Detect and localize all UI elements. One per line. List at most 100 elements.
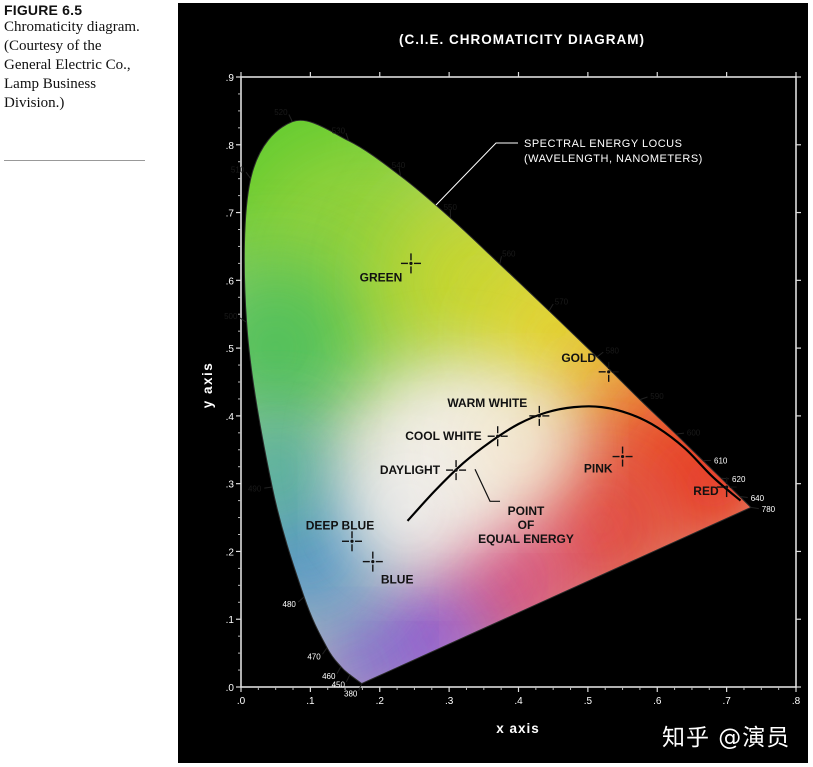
y-tick-label: .7 (226, 209, 235, 220)
point-label: GOLD (561, 351, 596, 365)
annotations: GREEN GOLD WARM WHITE COOL WHITE DAYLIGHT PIN… (306, 138, 719, 587)
marker-blue (362, 551, 383, 572)
wavelength-label: 470 (307, 653, 321, 662)
gamut-blob (318, 626, 399, 684)
color-gamut-fill (244, 120, 751, 684)
wavelength-tick (297, 596, 305, 603)
x-tick-label: .0 (237, 696, 246, 707)
point-label: DAYLIGHT (380, 463, 441, 477)
wavelength-label: 540 (392, 161, 406, 170)
crosshair-center (537, 414, 541, 418)
chart-title: (C.I.E. CHROMATICITY DIAGRAM) (399, 32, 645, 47)
marker-warm-white (529, 405, 550, 426)
caption-divider (4, 160, 145, 161)
wavelength-tick (264, 486, 273, 489)
marker-pink (612, 446, 633, 467)
wavelength-tick (739, 496, 748, 498)
y-tick-label: .4 (226, 412, 235, 423)
axes: .0 .1 .2 .3 .4 .5 .6 .7 .8 .0 .1 .2 .3 .4 .5 .6 .7 .8 .9 (226, 72, 801, 707)
gamut-blob (352, 455, 463, 566)
crosshair-center (371, 560, 375, 564)
y-tick-label: .6 (226, 276, 235, 287)
wavelength-label: 490 (248, 484, 262, 493)
wavelength-label: 570 (555, 297, 569, 306)
point-label: RED (693, 484, 719, 498)
wavelength-tick (345, 674, 351, 683)
wavelength-label: 380 (344, 690, 358, 699)
point-label: COOL WHITE (405, 429, 481, 443)
watermark: 知乎 @演员 (662, 725, 791, 751)
wavelength-label: 600 (687, 429, 701, 438)
wavelength-label: 510 (231, 166, 245, 175)
x-tick-label: .7 (722, 696, 731, 707)
wavelength-tick (245, 171, 252, 179)
x-tick-label: .2 (376, 696, 385, 707)
equal-energy-label: OF (518, 518, 535, 532)
equal-energy-leader (474, 469, 501, 502)
locus-label: SPECTRAL ENERGY LOCUS (524, 138, 682, 150)
blackbody-curve (406, 405, 742, 522)
crosshair-center (409, 261, 413, 265)
wavelength-tick (345, 132, 350, 141)
gamut-blob (244, 258, 366, 439)
wavelength-label: 640 (751, 494, 765, 503)
locus-leader (435, 142, 518, 206)
x-tick-label: .6 (653, 696, 662, 707)
point-label: PINK (584, 462, 613, 476)
x-tick-label: .4 (514, 696, 523, 707)
x-tick-label: .1 (306, 696, 315, 707)
marker-red (716, 477, 737, 498)
equal-energy-label: POINT (508, 504, 545, 518)
spectral-locus-outline (243, 119, 752, 685)
wavelength-label: 590 (650, 392, 664, 401)
wavelength-label: 520 (274, 108, 288, 117)
point-label: WARM WHITE (447, 396, 527, 410)
y-tick-label: .5 (226, 344, 235, 355)
wavelength-tick (548, 303, 554, 312)
figure-caption: FIGURE 6.5 Chromaticity diagram. (Courte… (4, 2, 146, 113)
point-label: GREEN (360, 270, 403, 284)
wavelength-label: 580 (606, 346, 620, 355)
y-tick-label: .8 (226, 141, 235, 152)
x-tick-label: .8 (792, 696, 801, 707)
wavelength-tick (499, 256, 502, 265)
gamut-blob (244, 410, 336, 531)
wavelength-label: 480 (283, 600, 297, 609)
wavelength-label: 780 (762, 505, 776, 514)
point-label: DEEP BLUE (306, 518, 374, 532)
wavelength-tick (750, 506, 759, 510)
wavelength-label: 620 (732, 475, 746, 484)
crosshair-center (725, 485, 729, 489)
marker-gold (598, 361, 619, 382)
wavelength-tick (288, 114, 293, 122)
marker-daylight (446, 460, 467, 481)
marker-green (400, 253, 421, 274)
wavelength-tick (239, 317, 247, 323)
equal-energy-label: EQUAL ENERGY (478, 532, 574, 546)
wavelength-tick (336, 666, 342, 674)
crosshair-center (496, 434, 500, 438)
wavelength-label: 500 (224, 312, 238, 321)
y-tick-label: .2 (226, 547, 235, 558)
y-tick-label: .0 (226, 683, 235, 694)
caption-text: Chromaticity diagram. (Courtesy of the G… (4, 19, 140, 111)
x-axis-label: x axis (496, 721, 540, 736)
wavelength-label: 530 (332, 126, 346, 135)
wavelength-label: 460 (322, 672, 336, 681)
crosshair-center (350, 539, 354, 543)
wavelength-tick (358, 683, 363, 692)
marker-deep-blue (342, 531, 362, 552)
y-tick-label: .1 (226, 615, 235, 626)
wavelength-label: 610 (714, 457, 728, 466)
wavelength-label: 450 (332, 681, 346, 690)
crosshair-center (454, 468, 458, 472)
figure-number: FIGURE 6.5 (4, 2, 83, 18)
y-axis-label: y axis (200, 362, 215, 409)
point-markers (342, 253, 737, 572)
wavelength-label: 560 (502, 249, 516, 258)
wavelength-tick (675, 432, 684, 435)
y-tick-label: .9 (226, 73, 235, 84)
wavelength-label: 550 (444, 203, 458, 212)
x-tick-label: .5 (584, 696, 593, 707)
